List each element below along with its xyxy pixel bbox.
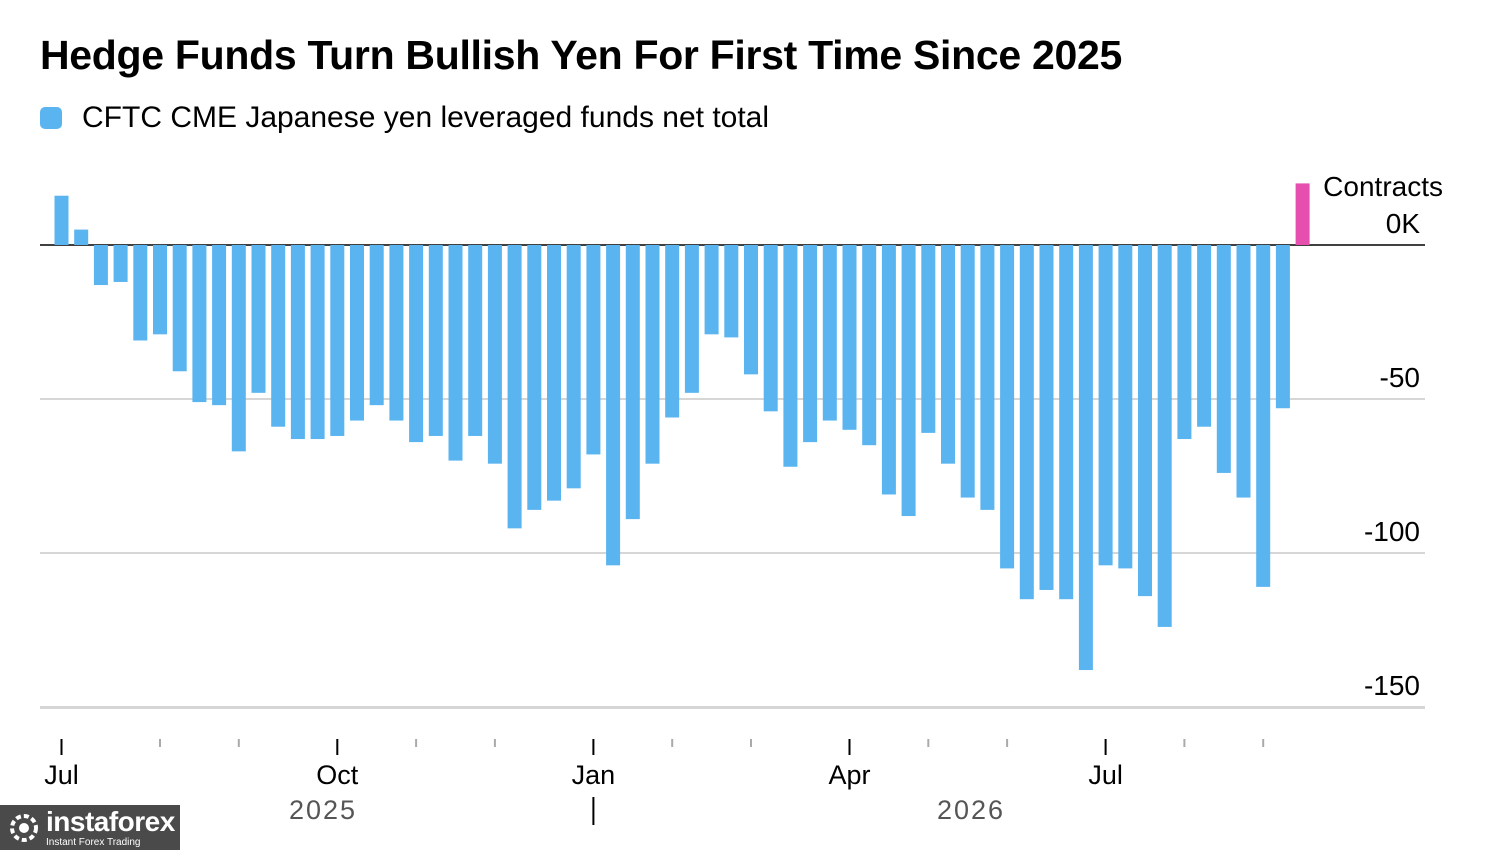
bar <box>1216 245 1231 473</box>
bar <box>153 245 167 335</box>
bar <box>133 245 148 341</box>
bar <box>842 245 857 430</box>
year-label: 2025 <box>289 795 357 825</box>
bar <box>960 245 975 498</box>
bar <box>881 245 896 495</box>
bar <box>389 245 404 421</box>
x-axis: Jul Oct Jan Apr Jul 2025 2026 <box>44 739 1265 825</box>
bar <box>665 245 680 418</box>
watermark-logo: instaforex Instant Forex Trading <box>0 805 180 850</box>
y-axis-unit-label: Contracts <box>1323 171 1443 202</box>
bar <box>606 245 621 566</box>
bar <box>941 245 955 464</box>
bar <box>803 245 818 443</box>
bar <box>290 245 305 440</box>
bar <box>330 245 345 436</box>
x-tick-label: Jan <box>572 760 616 790</box>
bar <box>428 245 443 436</box>
bar <box>369 245 384 406</box>
bars <box>54 183 1310 671</box>
bar <box>1236 245 1251 498</box>
bar <box>1000 245 1015 569</box>
legend: CFTC CME Japanese yen leveraged funds ne… <box>40 100 769 136</box>
x-tick-label: Jul <box>1088 760 1123 790</box>
bar <box>1157 245 1172 627</box>
y-axis: 0K -50 -100 -150 Contracts <box>1323 171 1443 701</box>
bar <box>684 245 699 393</box>
bar-latest <box>1295 183 1310 245</box>
bar <box>251 245 266 393</box>
bar <box>1098 245 1113 566</box>
bar <box>54 195 69 245</box>
bar <box>310 245 325 440</box>
bar <box>448 245 463 461</box>
x-tick-label: Jul <box>44 760 79 790</box>
bar <box>744 245 758 375</box>
bar <box>1039 245 1054 590</box>
x-tick-label: Apr <box>828 760 870 790</box>
bar <box>527 245 542 510</box>
legend-label: CFTC CME Japanese yen leveraged funds ne… <box>82 101 770 134</box>
bar <box>231 245 246 452</box>
bar <box>1118 245 1133 569</box>
bar <box>566 245 581 489</box>
bar <box>409 245 424 443</box>
bar <box>93 245 108 286</box>
bar <box>172 245 187 372</box>
bar <box>1275 245 1290 409</box>
bar <box>625 245 640 520</box>
bar <box>547 245 561 501</box>
bar <box>862 245 877 446</box>
bar <box>1078 245 1093 671</box>
bar <box>901 245 916 517</box>
bar <box>704 245 719 335</box>
bar <box>586 245 601 455</box>
year-label: 2026 <box>937 795 1005 825</box>
bar <box>1177 245 1192 440</box>
bar <box>724 245 739 338</box>
bar <box>192 245 207 403</box>
bar <box>763 245 778 412</box>
bar <box>822 245 837 421</box>
bar <box>350 245 364 421</box>
bar <box>1059 245 1074 600</box>
x-tick-label: Oct <box>316 760 359 790</box>
instaforex-logo-icon <box>10 813 38 842</box>
bar <box>645 245 660 464</box>
gridlines <box>40 244 1425 709</box>
y-tick-label: -100 <box>1364 516 1420 547</box>
chart-title: Hedge Funds Turn Bullish Yen For First T… <box>40 32 1122 78</box>
bar <box>507 245 522 529</box>
bar <box>1138 245 1152 597</box>
bar <box>271 245 286 427</box>
bar <box>1019 245 1034 600</box>
y-tick-label: -150 <box>1364 670 1420 701</box>
y-tick-label: -50 <box>1380 362 1420 393</box>
bar <box>113 245 128 282</box>
watermark-tagline: Instant Forex Trading <box>46 836 141 848</box>
bar <box>487 245 502 464</box>
bar <box>74 229 89 245</box>
bar <box>980 245 995 510</box>
y-tick-label: 0K <box>1386 208 1421 239</box>
legend-swatch <box>40 107 62 129</box>
bar <box>921 245 936 433</box>
bar <box>468 245 483 436</box>
bar <box>212 245 227 406</box>
bar <box>783 245 798 467</box>
bar <box>1256 245 1271 587</box>
bar <box>1197 245 1212 427</box>
watermark-brand: instaforex <box>46 805 175 837</box>
